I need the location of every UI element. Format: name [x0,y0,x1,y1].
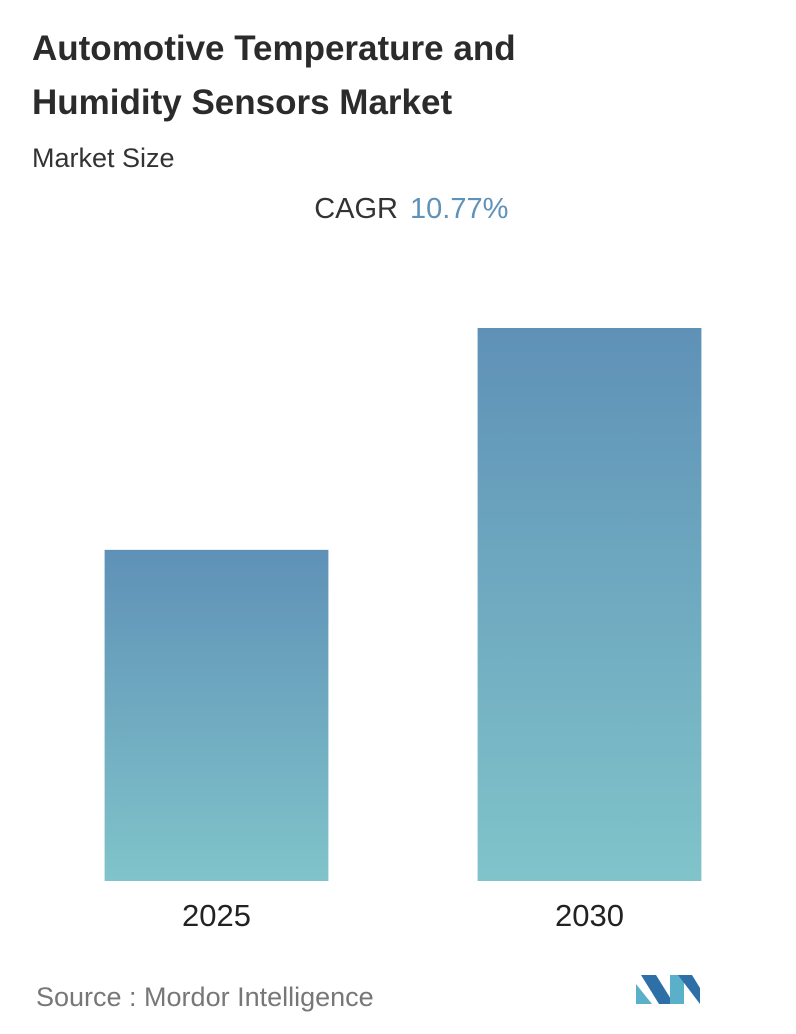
chart-title: Humidity Sensors Market [32,83,452,122]
x-tick-label: 2030 [555,898,624,933]
chart-title: Automotive Temperature and [32,29,516,68]
logo [636,975,700,1004]
cagr-value: 10.77% [410,193,508,225]
cagr-label: CAGR [314,193,398,225]
x-tick-label: 2025 [182,898,251,933]
source: Source : Mordor Intelligence [36,982,374,1012]
bar [477,328,702,881]
chart-subtitle: Market Size [32,143,175,173]
bar [104,549,329,881]
